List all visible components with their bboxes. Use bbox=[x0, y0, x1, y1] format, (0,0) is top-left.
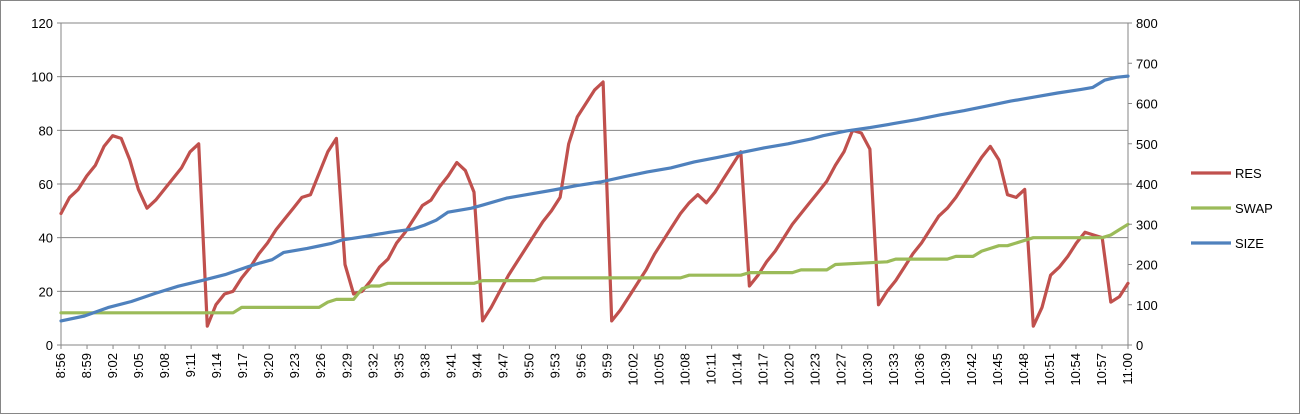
x-tick-label: 10:36 bbox=[912, 353, 927, 386]
x-tick-label: 10:08 bbox=[678, 353, 693, 386]
x-tick-label: 10:02 bbox=[626, 353, 641, 386]
legend-item-res: RES bbox=[1191, 166, 1262, 181]
y-tick-label-left: 80 bbox=[39, 123, 53, 138]
x-tick-label: 9:11 bbox=[183, 353, 198, 377]
series-layer bbox=[59, 74, 1130, 328]
x-tick-label: 8:59 bbox=[79, 353, 94, 378]
y-tick-label-right: 100 bbox=[1136, 298, 1158, 313]
y-tick-label-right: 0 bbox=[1136, 338, 1143, 353]
x-tick-label: 10:42 bbox=[964, 353, 979, 386]
y-tick-label-right: 500 bbox=[1136, 137, 1158, 152]
x-tick-label: 9:47 bbox=[495, 353, 510, 378]
y-tick-label-right: 800 bbox=[1136, 16, 1158, 31]
y-tick-label-left: 120 bbox=[31, 16, 53, 31]
gridlines bbox=[60, 22, 1129, 346]
x-tick-label: 8:56 bbox=[53, 353, 68, 378]
y-tick-label-right: 600 bbox=[1136, 97, 1158, 112]
y-tick-label-right: 200 bbox=[1136, 258, 1158, 273]
legend: RES SWAP SIZE bbox=[1191, 166, 1273, 251]
x-tick-label: 10:57 bbox=[1094, 353, 1109, 386]
series-line-res bbox=[59, 80, 1130, 328]
x-tick-label: 9:14 bbox=[209, 353, 224, 378]
x-tick-label: 9:26 bbox=[313, 353, 328, 378]
legend-label: RES bbox=[1235, 166, 1262, 181]
y-tick-label-right: 400 bbox=[1136, 177, 1158, 192]
y-axis-right: 0 100 200 300 400 500 600 700 800 bbox=[1128, 16, 1158, 353]
x-tick-label: 10:17 bbox=[756, 353, 771, 386]
x-tick-label: 9:08 bbox=[157, 353, 172, 378]
x-tick-label: 10:27 bbox=[834, 353, 849, 386]
x-tick-label: 9:05 bbox=[131, 353, 146, 378]
x-tick-label: 9:23 bbox=[287, 353, 302, 378]
y-tick-label-left: 100 bbox=[31, 70, 53, 85]
series-line-swap bbox=[59, 222, 1130, 315]
x-tick-label: 9:20 bbox=[261, 353, 276, 378]
y-tick-label-left: 20 bbox=[39, 284, 53, 299]
x-tick-label: 10:11 bbox=[704, 353, 719, 385]
x-tick-label: 10:23 bbox=[808, 353, 823, 386]
x-tick-label: 9:56 bbox=[573, 353, 588, 378]
y-tick-label-right: 700 bbox=[1136, 56, 1158, 71]
x-tick-label: 9:17 bbox=[235, 353, 250, 378]
x-tick-label: 9:32 bbox=[365, 353, 380, 378]
y-tick-label-right: 300 bbox=[1136, 217, 1158, 232]
y-tick-label-left: 40 bbox=[39, 231, 53, 246]
x-tick-label: 10:05 bbox=[652, 353, 667, 386]
x-tick-label: 10:33 bbox=[886, 353, 901, 386]
legend-label: SIZE bbox=[1235, 236, 1264, 251]
x-tick-label: 10:20 bbox=[782, 353, 797, 386]
y-tick-label-left: 60 bbox=[39, 177, 53, 192]
x-tick-label: 10:30 bbox=[860, 353, 875, 386]
x-tick-label: 9:53 bbox=[547, 353, 562, 378]
y-tick-label-left: 0 bbox=[46, 338, 53, 353]
x-tick-label: 10:39 bbox=[938, 353, 953, 386]
legend-item-size: SIZE bbox=[1191, 236, 1264, 251]
x-tick-label: 9:38 bbox=[417, 353, 432, 378]
x-tick-label: 11:00 bbox=[1120, 353, 1135, 385]
legend-item-swap: SWAP bbox=[1191, 201, 1273, 216]
series-line-size bbox=[59, 74, 1130, 323]
x-tick-label: 9:59 bbox=[600, 353, 615, 378]
x-tick-label: 10:45 bbox=[990, 353, 1005, 386]
legend-label: SWAP bbox=[1235, 201, 1273, 216]
x-tick-label: 10:48 bbox=[1016, 353, 1031, 386]
x-tick-label: 10:54 bbox=[1068, 353, 1083, 386]
x-tick-label: 10:14 bbox=[730, 353, 745, 386]
x-axis: 8:56 8:59 9:02 9:05 9:08 9:11 9:14 9:17 9:20 9:23… bbox=[53, 345, 1135, 386]
x-tick-label: 9:41 bbox=[443, 353, 458, 378]
x-tick-label: 9:35 bbox=[391, 353, 406, 378]
x-tick-label: 9:44 bbox=[469, 353, 484, 378]
y-axis-left: 0 20 40 60 80 100 120 bbox=[31, 16, 61, 353]
x-tick-label: 10:51 bbox=[1042, 353, 1057, 386]
x-tick-label: 9:29 bbox=[339, 353, 354, 378]
x-tick-label: 9:02 bbox=[105, 353, 120, 378]
x-tick-label: 9:50 bbox=[521, 353, 536, 378]
